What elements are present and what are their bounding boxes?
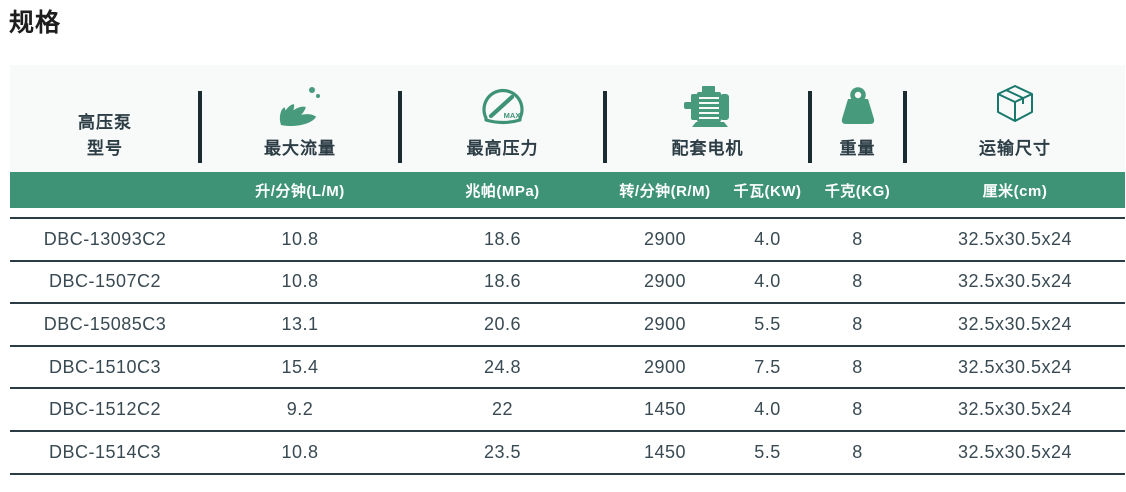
- cell-weight: 8: [852, 228, 863, 249]
- cell-pressure: 24.8: [483, 356, 522, 377]
- cell-power: 7.5: [754, 356, 781, 377]
- cell-model: DBC-1512C2: [48, 399, 162, 420]
- header-col-weight: 重量: [808, 65, 905, 172]
- cell-model: DBC-15085C3: [43, 313, 167, 334]
- cell-pressure: 20.6: [483, 313, 522, 334]
- table-row: DBC-13093C2 10.8 18.6 2900 4.0 8 32.5x30…: [10, 217, 1125, 260]
- header-col-dimensions: 运输尺寸: [903, 65, 1125, 172]
- header-col-pressure: MAX 最高压力: [398, 65, 605, 172]
- cell-model: DBC-13093C2: [43, 228, 167, 249]
- cell-flow: 13.1: [281, 313, 319, 334]
- pressure-gauge-icon: MAX: [479, 78, 527, 128]
- cell-flow: 10.8: [281, 441, 319, 462]
- table-row: DBC-1510C3 15.4 24.8 2900 7.5 8 32.5x30.…: [10, 344, 1125, 388]
- unit-row: 升/分钟(L/M) 兆帕(MPa) 转/分钟(R/M) 千瓦(KW) 千克(KG…: [10, 172, 1125, 208]
- page-title: 规格: [9, 9, 62, 37]
- cell-weight: 8: [852, 441, 863, 462]
- cell-power: 4.0: [754, 271, 781, 292]
- cell-dimensions: 32.5x30.5x24: [957, 228, 1073, 249]
- cell-pressure: 22: [491, 399, 514, 420]
- dimensions-header-label: 运输尺寸: [979, 138, 1051, 158]
- cell-weight: 8: [852, 356, 863, 377]
- table-row: DBC-1512C2 9.2 22 1450 4.0 8 32.5x30.5x2…: [10, 387, 1125, 430]
- table-row: DBC-1514C3 10.8 23.5 1450 5.5 8 32.5x30.…: [10, 429, 1125, 473]
- cell-model: DBC-1510C3: [48, 356, 162, 377]
- cell-model: DBC-1514C3: [48, 441, 162, 462]
- cell-rpm: 2900: [643, 356, 687, 377]
- cell-weight: 8: [852, 271, 863, 292]
- weight-icon: [835, 78, 881, 128]
- unit-dimensions: 厘米(cm): [982, 182, 1048, 200]
- cell-rpm: 2900: [643, 228, 687, 249]
- cell-rpm: 1450: [643, 441, 687, 462]
- cell-dimensions: 32.5x30.5x24: [957, 399, 1073, 420]
- cell-rpm: 2900: [643, 313, 687, 334]
- motor-header-label: 配套电机: [671, 138, 744, 158]
- header-col-flow: 最大流量: [198, 65, 400, 172]
- package-box-icon: [992, 78, 1038, 128]
- cell-power: 5.5: [754, 313, 781, 334]
- cell-flow: 15.4: [281, 356, 319, 377]
- gauge-max-label: MAX: [503, 111, 520, 120]
- weight-header-label: 重量: [839, 138, 876, 158]
- spec-table: 高压泵 型号: [10, 65, 1125, 475]
- model-header-label: 高压泵 型号: [78, 113, 132, 158]
- unit-flow: 升/分钟(L/M): [255, 182, 345, 200]
- cell-dimensions: 32.5x30.5x24: [957, 356, 1073, 377]
- cell-flow: 10.8: [281, 271, 319, 292]
- cell-rpm: 2900: [643, 271, 687, 292]
- cell-flow: 9.2: [286, 399, 314, 420]
- unit-rpm: 转/分钟(R/M): [619, 182, 711, 200]
- cell-power: 4.0: [754, 399, 781, 420]
- header-col-model: 高压泵 型号: [10, 65, 200, 172]
- cell-pressure: 18.6: [483, 271, 522, 292]
- header-col-motor: 配套电机: [603, 65, 810, 172]
- cell-dimensions: 32.5x30.5x24: [957, 271, 1073, 292]
- cell-weight: 8: [852, 399, 863, 420]
- cell-weight: 8: [852, 313, 863, 334]
- table-row: DBC-1507C2 10.8 18.6 2900 4.0 8 32.5x30.…: [10, 259, 1125, 303]
- table-header-row: 高压泵 型号: [10, 65, 1125, 172]
- unit-pressure: 兆帕(MPa): [465, 182, 540, 200]
- pressure-header-label: 最高压力: [466, 138, 539, 158]
- unit-weight: 千克(KG): [824, 182, 891, 200]
- cell-power: 5.5: [754, 441, 781, 462]
- cell-pressure: 23.5: [483, 441, 522, 462]
- table-row: DBC-15085C3 13.1 20.6 2900 5.5 8 32.5x30…: [10, 302, 1125, 345]
- water-splash-icon: [277, 78, 323, 128]
- cell-power: 4.0: [754, 228, 781, 249]
- electric-motor-icon: [682, 78, 734, 128]
- cell-rpm: 1450: [643, 399, 687, 420]
- unit-power: 千瓦(KW): [733, 182, 802, 200]
- cell-model: DBC-1507C2: [48, 271, 162, 292]
- cell-dimensions: 32.5x30.5x24: [957, 441, 1073, 462]
- table-body: DBC-13093C2 10.8 18.6 2900 4.0 8 32.5x30…: [10, 217, 1125, 475]
- flow-header-label: 最大流量: [264, 138, 336, 158]
- cell-pressure: 18.6: [483, 228, 522, 249]
- cell-flow: 10.8: [281, 228, 319, 249]
- cell-dimensions: 32.5x30.5x24: [957, 313, 1073, 334]
